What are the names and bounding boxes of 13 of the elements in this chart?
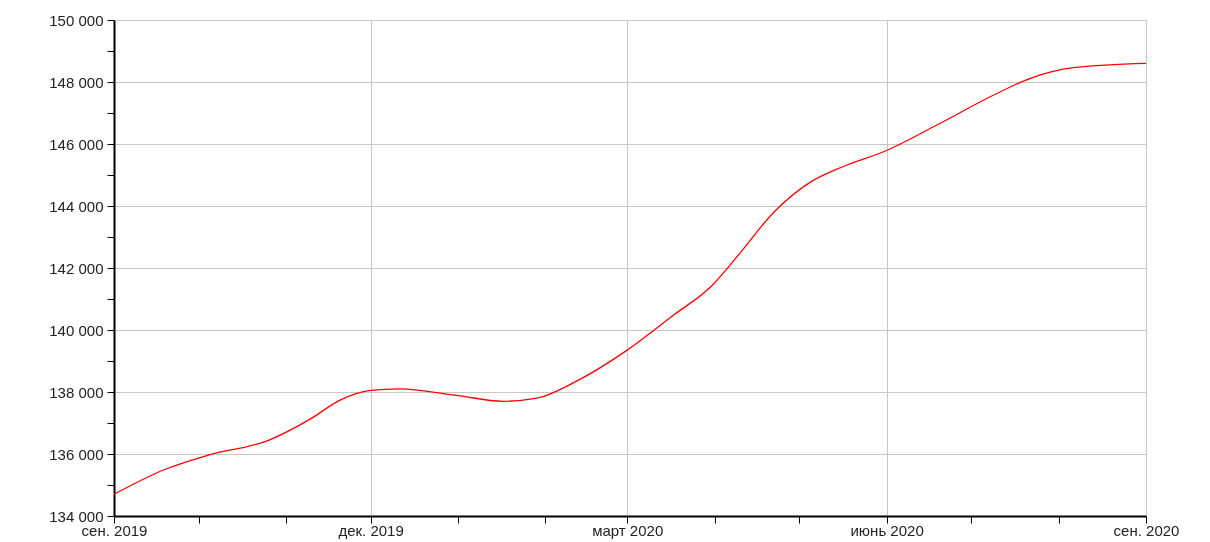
y-tick-label: 150 000: [49, 11, 104, 29]
y-tick-label: 136 000: [49, 445, 104, 463]
y-tick-label: 144 000: [49, 197, 104, 215]
x-tick-label: дек. 2019: [338, 521, 404, 539]
line-series: [114, 62, 1146, 495]
x-tick-label: июнь 2020: [850, 521, 924, 539]
y-tick-label: 142 000: [49, 259, 104, 277]
y-tick-label: 138 000: [49, 383, 104, 401]
x-tick-label: сен. 2020: [1113, 521, 1180, 539]
y-tick-label: 140 000: [49, 321, 104, 339]
y-tick-label: 146 000: [49, 135, 104, 153]
y-tick-label: 148 000: [49, 73, 104, 91]
x-tick-label: март 2020: [592, 521, 664, 539]
